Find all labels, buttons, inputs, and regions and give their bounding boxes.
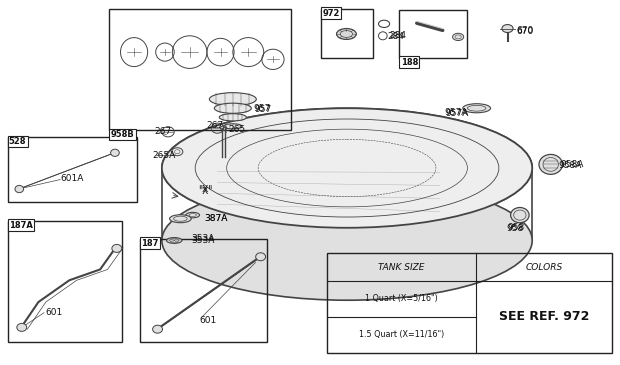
Text: 387A: 387A (204, 214, 227, 223)
Text: 267: 267 (206, 121, 223, 130)
Text: 601: 601 (199, 316, 216, 325)
Ellipse shape (453, 33, 464, 41)
Bar (109, 9, 291, 130)
Text: 353A: 353A (192, 234, 215, 243)
Ellipse shape (539, 154, 562, 174)
Text: 187: 187 (141, 239, 159, 247)
Ellipse shape (502, 24, 513, 32)
Text: TANK SIZE: TANK SIZE (378, 262, 425, 272)
Ellipse shape (162, 181, 532, 300)
Text: 670: 670 (516, 27, 534, 36)
Ellipse shape (17, 323, 27, 331)
Text: 284: 284 (388, 32, 405, 41)
Text: COLORS: COLORS (525, 262, 562, 272)
Text: 265: 265 (229, 126, 246, 134)
Text: 1 Quart (X=5/16"): 1 Quart (X=5/16") (365, 295, 438, 303)
Text: 187A: 187A (9, 220, 33, 230)
Text: 958: 958 (507, 224, 523, 233)
Text: 670: 670 (516, 26, 534, 35)
Text: 957: 957 (254, 105, 272, 114)
Bar (399, 11, 467, 58)
Text: 528: 528 (9, 137, 26, 146)
Ellipse shape (112, 245, 122, 253)
Text: SEE REF. 972: SEE REF. 972 (499, 310, 589, 323)
Ellipse shape (162, 108, 532, 228)
Text: 957A: 957A (446, 109, 469, 118)
Text: 972: 972 (322, 9, 340, 18)
Bar (140, 239, 267, 342)
Ellipse shape (219, 114, 246, 121)
Bar (321, 9, 373, 58)
Text: 1.5 Quart (X=11/16"): 1.5 Quart (X=11/16") (359, 330, 444, 339)
Text: 353A: 353A (192, 236, 215, 245)
Bar (7, 220, 122, 342)
Text: 957: 957 (253, 104, 270, 113)
Ellipse shape (463, 104, 490, 113)
Text: 284: 284 (389, 31, 406, 40)
Bar (327, 253, 613, 353)
Text: 267: 267 (154, 127, 172, 135)
Text: 601A: 601A (60, 174, 84, 182)
Text: 387A: 387A (204, 214, 227, 223)
Text: 957A: 957A (445, 108, 468, 118)
Text: 958B: 958B (110, 130, 135, 139)
Ellipse shape (170, 215, 191, 223)
Text: eReplacementParts.com: eReplacementParts.com (238, 187, 382, 200)
Bar (7, 137, 137, 203)
Ellipse shape (224, 124, 242, 129)
Ellipse shape (15, 185, 24, 193)
Ellipse shape (255, 253, 265, 261)
Text: 265A: 265A (152, 151, 175, 160)
Text: "X": "X" (198, 185, 212, 194)
Ellipse shape (210, 93, 256, 106)
Ellipse shape (153, 325, 162, 333)
Text: 188: 188 (401, 58, 418, 66)
Text: 958A: 958A (559, 161, 582, 170)
Ellipse shape (162, 108, 532, 228)
Ellipse shape (511, 207, 529, 223)
Text: 958A: 958A (560, 160, 583, 169)
Text: 958: 958 (508, 223, 525, 232)
Ellipse shape (167, 238, 182, 243)
Ellipse shape (215, 103, 251, 113)
Text: 601: 601 (46, 308, 63, 318)
Ellipse shape (110, 149, 119, 157)
Ellipse shape (337, 28, 356, 39)
Text: "X": "X" (198, 187, 212, 196)
